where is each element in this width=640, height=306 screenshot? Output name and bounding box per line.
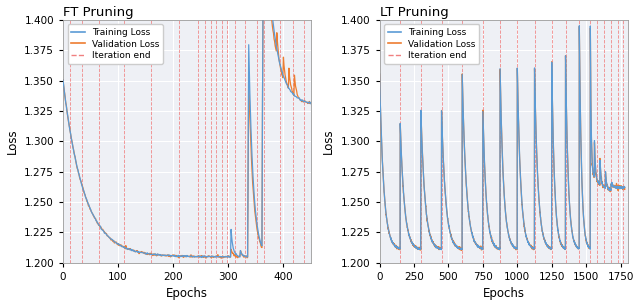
X-axis label: Epochs: Epochs [483,287,525,300]
X-axis label: Epochs: Epochs [166,287,208,300]
Text: LT Pruning: LT Pruning [380,6,448,19]
Y-axis label: Loss: Loss [322,129,335,154]
Y-axis label: Loss: Loss [6,129,19,154]
Legend: Training Loss, Validation Loss, Iteration end: Training Loss, Validation Loss, Iteratio… [384,24,479,64]
Text: FT Pruning: FT Pruning [63,6,134,19]
Legend: Training Loss, Validation Loss, Iteration end: Training Loss, Validation Loss, Iteratio… [68,24,163,64]
